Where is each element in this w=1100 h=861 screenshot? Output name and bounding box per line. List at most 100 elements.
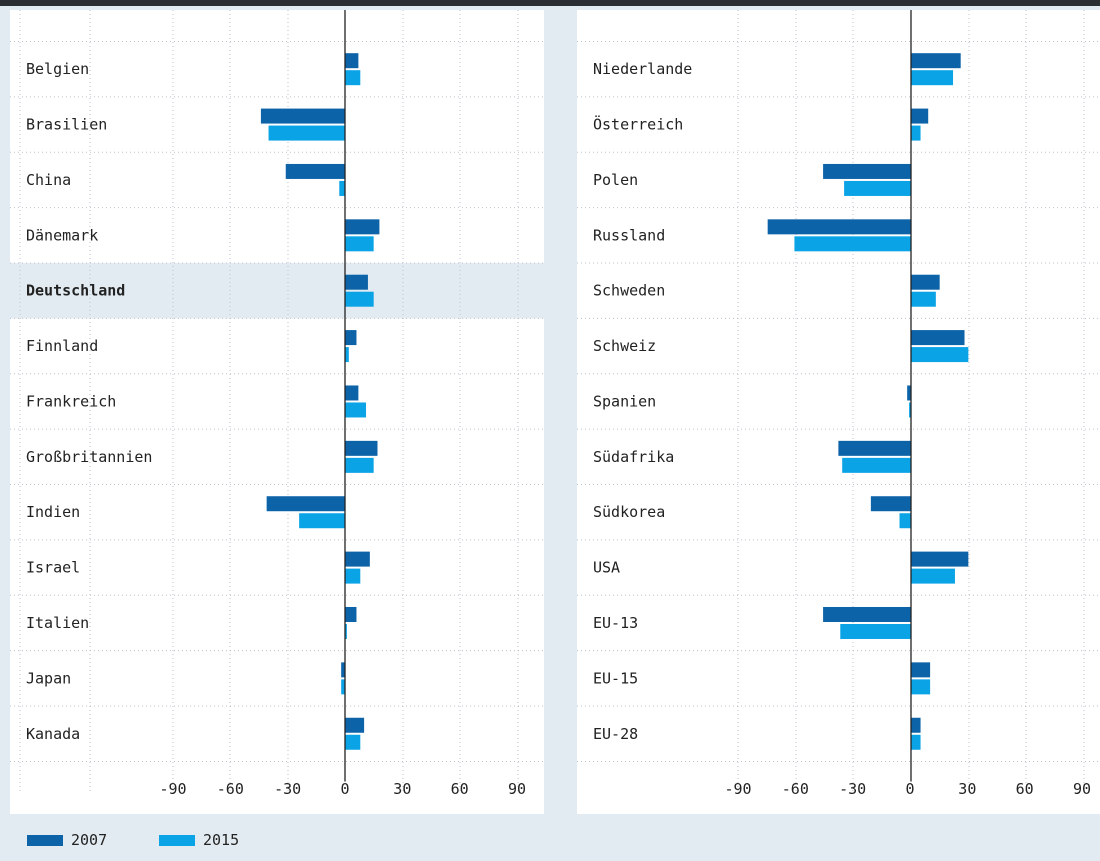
- highlight-band: [10, 263, 544, 319]
- bar-2015-österreich: [911, 125, 921, 141]
- x-tick-label: -60: [217, 780, 244, 798]
- category-label: Finnland: [26, 337, 98, 355]
- chart-svg-left: Belgien Brasilien China Dänemark Deutschland…: [10, 10, 544, 798]
- category-label: Schweiz: [593, 337, 656, 355]
- bar-2007-finnland: [345, 330, 357, 346]
- legend-swatch-2007: [27, 835, 63, 846]
- bar-2007-polen: [823, 163, 911, 179]
- category-label: Italien: [26, 614, 89, 632]
- category-label: Schweden: [593, 282, 665, 300]
- x-tick-label: -90: [159, 780, 186, 798]
- bar-2007-indien: [266, 496, 345, 512]
- category-label: Indien: [26, 503, 80, 521]
- category-label: EU-28: [593, 725, 638, 743]
- bar-2007-schweden: [911, 274, 940, 290]
- category-label: Dänemark: [26, 226, 98, 244]
- chart-svg-right: Niederlande Österreich Polen Russland Schwed…: [577, 10, 1100, 798]
- category-label: Israel: [26, 559, 80, 577]
- x-tick-label: 60: [451, 780, 469, 798]
- x-tick-label: 30: [393, 780, 411, 798]
- category-label: Niederlande: [593, 60, 692, 78]
- bar-2015-usa: [911, 568, 955, 584]
- bar-2007-spanien: [907, 385, 911, 401]
- bar-2015-deutschland: [345, 291, 374, 307]
- category-label: Polen: [593, 171, 638, 189]
- bar-2015-china: [339, 180, 345, 196]
- x-tick-label: 30: [958, 780, 976, 798]
- x-tick-label: 90: [508, 780, 526, 798]
- category-label: Russland: [593, 226, 665, 244]
- bar-2015-kanada: [345, 734, 361, 750]
- bar-2007-eu-15: [911, 662, 931, 678]
- bar-2007-niederlande: [911, 53, 961, 69]
- category-label: Südafrika: [593, 448, 674, 466]
- bar-2015-indien: [299, 513, 345, 529]
- category-label: Belgien: [26, 60, 89, 78]
- category-label: USA: [593, 559, 620, 577]
- bar-2015-frankreich: [345, 402, 367, 418]
- bar-2015-japan: [341, 679, 345, 695]
- bar-2015-schweiz: [911, 347, 969, 363]
- x-tick-label: 60: [1016, 780, 1034, 798]
- bar-2015-spanien: [909, 402, 911, 418]
- chart-panel-left: Belgien Brasilien China Dänemark Deutschland…: [10, 10, 544, 814]
- bar-2015-eu-28: [911, 734, 921, 750]
- category-label: Deutschland: [26, 282, 125, 300]
- bar-2007-deutschland: [345, 274, 368, 290]
- bar-2015-niederlande: [911, 70, 954, 86]
- x-tick-label: 0: [340, 780, 349, 798]
- bar-2015-großbritannien: [345, 457, 374, 473]
- top-border: [0, 0, 1100, 6]
- x-tick-label: -90: [724, 780, 751, 798]
- bar-2015-finnland: [345, 347, 349, 363]
- category-label: Spanien: [593, 392, 656, 410]
- x-tick-label: 0: [905, 780, 914, 798]
- bar-2007-eu-28: [911, 717, 921, 733]
- bar-2007-südafrika: [838, 440, 911, 456]
- category-label: Österreich: [593, 115, 683, 134]
- bar-2007-schweiz: [911, 330, 965, 346]
- bar-2015-brasilien: [268, 125, 345, 141]
- bar-2007-österreich: [911, 108, 929, 124]
- x-tick-label: -30: [274, 780, 301, 798]
- bar-2007-china: [285, 163, 345, 179]
- bar-2015-südkorea: [899, 513, 911, 529]
- bar-2007-belgien: [345, 53, 359, 69]
- bar-2007-dänemark: [345, 219, 380, 235]
- legend-label-2015: 2015: [203, 831, 240, 849]
- bar-2015-eu-13: [840, 623, 911, 639]
- x-tick-label: -30: [839, 780, 866, 798]
- category-label: Südkorea: [593, 503, 665, 521]
- bar-2015-polen: [844, 180, 911, 196]
- category-label: EU-13: [593, 614, 638, 632]
- bar-2007-großbritannien: [345, 440, 378, 456]
- bar-2007-usa: [911, 551, 969, 567]
- category-label: China: [26, 171, 71, 189]
- legend-label-2007: 2007: [71, 831, 108, 849]
- bar-2007-brasilien: [260, 108, 345, 124]
- bar-2015-belgien: [345, 70, 361, 86]
- bar-2007-frankreich: [345, 385, 359, 401]
- category-label: EU-15: [593, 669, 638, 687]
- bar-2007-russland: [767, 219, 911, 235]
- bar-2015-südafrika: [842, 457, 911, 473]
- bar-2007-japan: [341, 662, 345, 678]
- bar-2007-eu-13: [823, 606, 911, 622]
- x-tick-label: -60: [782, 780, 809, 798]
- bar-2015-schweden: [911, 291, 936, 307]
- bar-2015-russland: [794, 236, 911, 252]
- bar-2007-südkorea: [870, 496, 911, 512]
- bar-2007-kanada: [345, 717, 365, 733]
- x-tick-label: 90: [1073, 780, 1091, 798]
- legend-swatch-2015: [159, 835, 195, 846]
- bar-2015-israel: [345, 568, 361, 584]
- bar-2015-italien: [345, 623, 347, 639]
- category-label: Kanada: [26, 725, 80, 743]
- category-label: Brasilien: [26, 116, 107, 134]
- bar-2015-dänemark: [345, 236, 374, 252]
- bar-2007-israel: [345, 551, 370, 567]
- bar-2007-italien: [345, 606, 357, 622]
- chart-panel-right: Niederlande Österreich Polen Russland Schwed…: [577, 10, 1100, 814]
- category-label: Frankreich: [26, 392, 116, 410]
- bar-2015-eu-15: [911, 679, 931, 695]
